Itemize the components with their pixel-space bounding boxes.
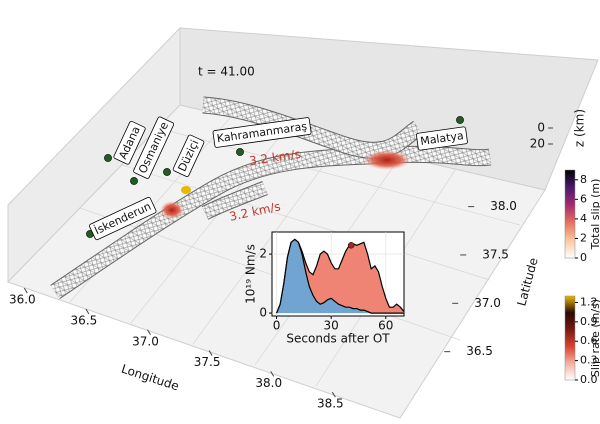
city-label: Malatya [416,126,468,151]
y-tick-label: 2 [259,247,267,261]
colorbar-tick-label: 8 [580,173,587,186]
x-tick-label: 36.0 [9,293,36,307]
inset-x-label: Seconds after OT [286,332,390,346]
colorbar-tick-label: 0.6 [580,334,598,347]
x-tick-label: 30 [324,319,339,333]
slip-patch [160,201,184,219]
time-label: t = 41.00 [198,65,255,79]
inset-y-label: 10¹⁹ Nm/s [244,244,258,304]
y-tick-label: 37.5 [482,247,509,261]
x-axis-label: Longitude [120,362,181,394]
slip-rate-patch [181,186,191,194]
x-tick [23,287,28,294]
city-name: Malatya [419,129,464,148]
x-tick [270,371,275,377]
line-part [121,164,491,281]
colorbar-tick-label: 4 [580,212,587,225]
y-tick-label: 0 [259,306,267,320]
colorbar [564,295,576,381]
area-fill [276,239,404,314]
colorbar-tick-label: 6 [580,192,587,205]
colorbar-label: Total slip (m) [589,179,600,251]
x-tick-label: 36.5 [71,313,98,327]
city-marker [104,154,112,162]
z-tick-label: 20 [530,137,545,151]
colorbar-tick-label: 2 [580,231,587,244]
city-marker [236,148,244,156]
x-tick [85,308,90,315]
time-marker [347,242,355,249]
city-label-box [212,117,312,148]
x-tick-label: 38.0 [255,376,282,390]
z-axis-label: z (km) [573,109,587,147]
city-marker [456,116,464,124]
path-part [202,181,268,219]
y-axis-label: Latitude [514,256,540,307]
colorbar-tick-label: 0 [580,251,587,264]
city-label-box [89,196,157,241]
x-tick [208,350,213,356]
colorbar-tick-label: 0.9 [580,315,598,328]
x-tick [331,391,336,398]
colorbar-label: Slip rate (m/s) [589,299,600,377]
area-line [276,238,404,314]
path-part [202,97,423,158]
colorbar-tick-label: 0.0 [580,373,598,386]
city-marker [163,168,171,176]
city-label-box [416,126,468,151]
city-marker [130,177,138,185]
city-label-box [172,134,205,177]
colorbar-tick-label: 0.3 [580,354,598,367]
city-label-box [113,120,146,165]
path-part [50,146,492,299]
x-tick [147,329,151,336]
city-label-box [133,116,175,179]
fault-meshes [50,96,492,300]
x-tick-label: 37.0 [132,334,159,348]
y-tick-label: 38.0 [490,199,517,213]
y-tick-label: 37.0 [474,296,501,310]
slip-patch [363,150,411,170]
x-tick-label: 38.5 [317,397,344,411]
y-tick-label: 36.5 [466,344,493,358]
z-tick-label: 0 [537,121,545,135]
x-tick-label: 37.5 [194,355,221,369]
colorbar [564,169,576,259]
x-tick-label: 0 [273,319,281,333]
x-tick-label: 60 [378,319,393,333]
line-part [192,142,341,345]
colorbar-tick-label: 1.2 [580,295,598,308]
